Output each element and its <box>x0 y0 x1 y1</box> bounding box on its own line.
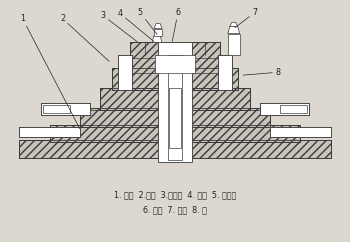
Bar <box>188 68 238 90</box>
Text: 4: 4 <box>118 9 154 42</box>
Bar <box>228 33 240 55</box>
Bar <box>218 55 232 90</box>
Bar <box>130 42 220 90</box>
Bar <box>100 88 250 110</box>
Polygon shape <box>230 23 238 27</box>
Bar <box>118 55 132 90</box>
Bar <box>118 55 132 90</box>
Bar <box>218 55 232 90</box>
Bar <box>118 55 132 90</box>
Bar <box>50 125 300 142</box>
Bar <box>112 68 162 90</box>
Bar <box>80 108 270 127</box>
Bar <box>270 127 331 137</box>
Bar <box>158 42 192 162</box>
Bar <box>188 68 238 90</box>
Text: 2: 2 <box>60 14 109 61</box>
Bar <box>188 68 238 90</box>
Text: 5: 5 <box>138 8 157 34</box>
Bar <box>154 29 162 37</box>
Bar <box>112 68 162 90</box>
Text: 7: 7 <box>235 8 257 28</box>
Bar <box>50 125 300 142</box>
Bar <box>218 55 232 90</box>
Bar <box>260 103 309 115</box>
Bar <box>100 88 250 110</box>
Bar <box>80 108 270 127</box>
Bar <box>169 88 181 148</box>
Bar <box>270 127 331 137</box>
Bar <box>130 42 220 90</box>
Bar <box>19 127 81 137</box>
Bar <box>270 127 331 137</box>
Bar <box>100 88 250 110</box>
Bar <box>41 103 90 115</box>
Bar <box>50 125 300 142</box>
Text: 6. 工件  7. 齒条  8. 軸: 6. 工件 7. 齒条 8. 軸 <box>143 205 207 214</box>
Bar <box>43 105 70 113</box>
Bar <box>80 108 270 127</box>
Bar <box>19 127 81 137</box>
Text: 1. 盤座  2.壓板  3.工作台  4. 齒輪  5. 插齒刀: 1. 盤座 2.壓板 3.工作台 4. 齒輪 5. 插齒刀 <box>114 190 236 199</box>
Bar <box>19 127 81 137</box>
Bar <box>280 105 307 113</box>
Text: 6: 6 <box>172 8 181 41</box>
Bar <box>260 103 309 115</box>
Bar <box>168 55 182 160</box>
Bar <box>155 55 195 73</box>
Bar <box>19 140 331 158</box>
Bar <box>19 140 331 158</box>
Text: 1: 1 <box>20 14 80 129</box>
Bar <box>260 103 309 115</box>
Text: 3: 3 <box>101 11 137 42</box>
Bar <box>41 103 90 115</box>
Polygon shape <box>228 27 240 33</box>
Bar <box>41 103 90 115</box>
Text: 8: 8 <box>243 68 280 77</box>
Bar <box>130 42 220 90</box>
Bar <box>112 68 162 90</box>
Polygon shape <box>152 36 162 42</box>
Bar <box>19 140 331 158</box>
Polygon shape <box>154 23 162 29</box>
